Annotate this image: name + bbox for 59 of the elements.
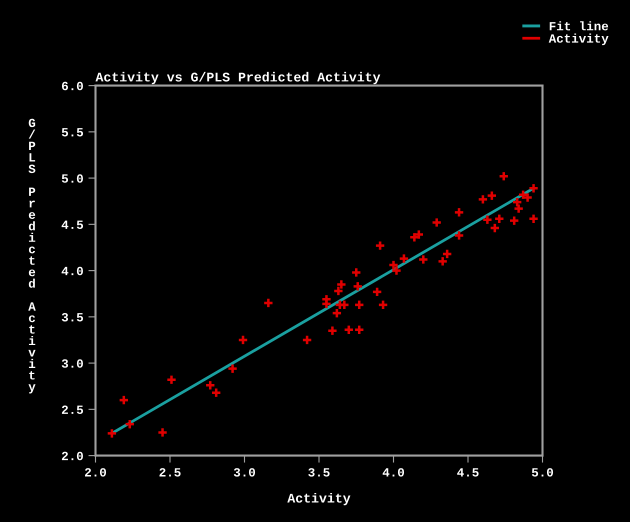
y-tick-label: 3.0 — [62, 359, 83, 368]
text: G/PLS Predicted Activity — [28, 118, 36, 394]
point — [431, 217, 442, 228]
point — [350, 267, 362, 278]
x-tick-label: 2.0 — [84, 468, 106, 477]
x-tick-label: 4.5 — [457, 468, 479, 477]
point — [238, 334, 248, 346]
point — [454, 206, 464, 218]
point — [486, 190, 498, 202]
y-tick-label: 3.5 — [62, 313, 84, 322]
point — [124, 418, 136, 430]
point — [372, 286, 383, 298]
y-tick-label: 4.0 — [62, 266, 83, 276]
point — [378, 299, 388, 310]
point — [513, 203, 524, 214]
point — [374, 240, 386, 252]
point — [118, 394, 130, 406]
y-tick-label: 5.0 — [62, 174, 83, 183]
point — [352, 280, 364, 292]
y-tick-label: 6.0 — [62, 82, 83, 90]
point — [398, 253, 410, 264]
point — [354, 324, 365, 336]
point — [302, 334, 312, 346]
point — [508, 215, 520, 226]
x-tick-label: 3.0 — [234, 468, 256, 477]
x-axis-title: Activity — [287, 492, 350, 506]
point — [482, 214, 493, 226]
point — [418, 254, 429, 265]
point — [343, 324, 354, 336]
y-tick-label: 2.5 — [62, 406, 84, 414]
x-tick-label: 2.5 — [159, 468, 181, 477]
point — [210, 387, 222, 398]
point — [454, 230, 464, 241]
point — [204, 380, 216, 391]
point — [388, 260, 399, 270]
point — [166, 374, 177, 386]
point — [227, 363, 238, 374]
x-tick-label: 3.5 — [308, 468, 330, 477]
point — [326, 325, 338, 336]
point — [528, 213, 539, 224]
point — [106, 428, 118, 439]
y-tick-label: 4.5 — [62, 220, 84, 229]
point — [494, 213, 505, 224]
point — [477, 194, 488, 205]
point — [522, 192, 534, 203]
legend-label: Activity — [548, 34, 609, 46]
point — [489, 222, 500, 234]
point — [262, 298, 274, 308]
legend-label: Fit line — [550, 21, 608, 30]
y-tick-label: 2.0 — [62, 452, 83, 460]
x-tick-label: 5.0 — [532, 468, 554, 477]
chart-title: Activity vs G/PLS Predicted Activity — [96, 72, 380, 84]
y-tick-label: 5.5 — [62, 128, 84, 136]
point — [157, 427, 168, 438]
point — [391, 265, 402, 276]
point — [498, 170, 510, 182]
point — [528, 182, 539, 194]
x-tick-label: 4.0 — [382, 468, 404, 477]
point — [354, 299, 365, 310]
